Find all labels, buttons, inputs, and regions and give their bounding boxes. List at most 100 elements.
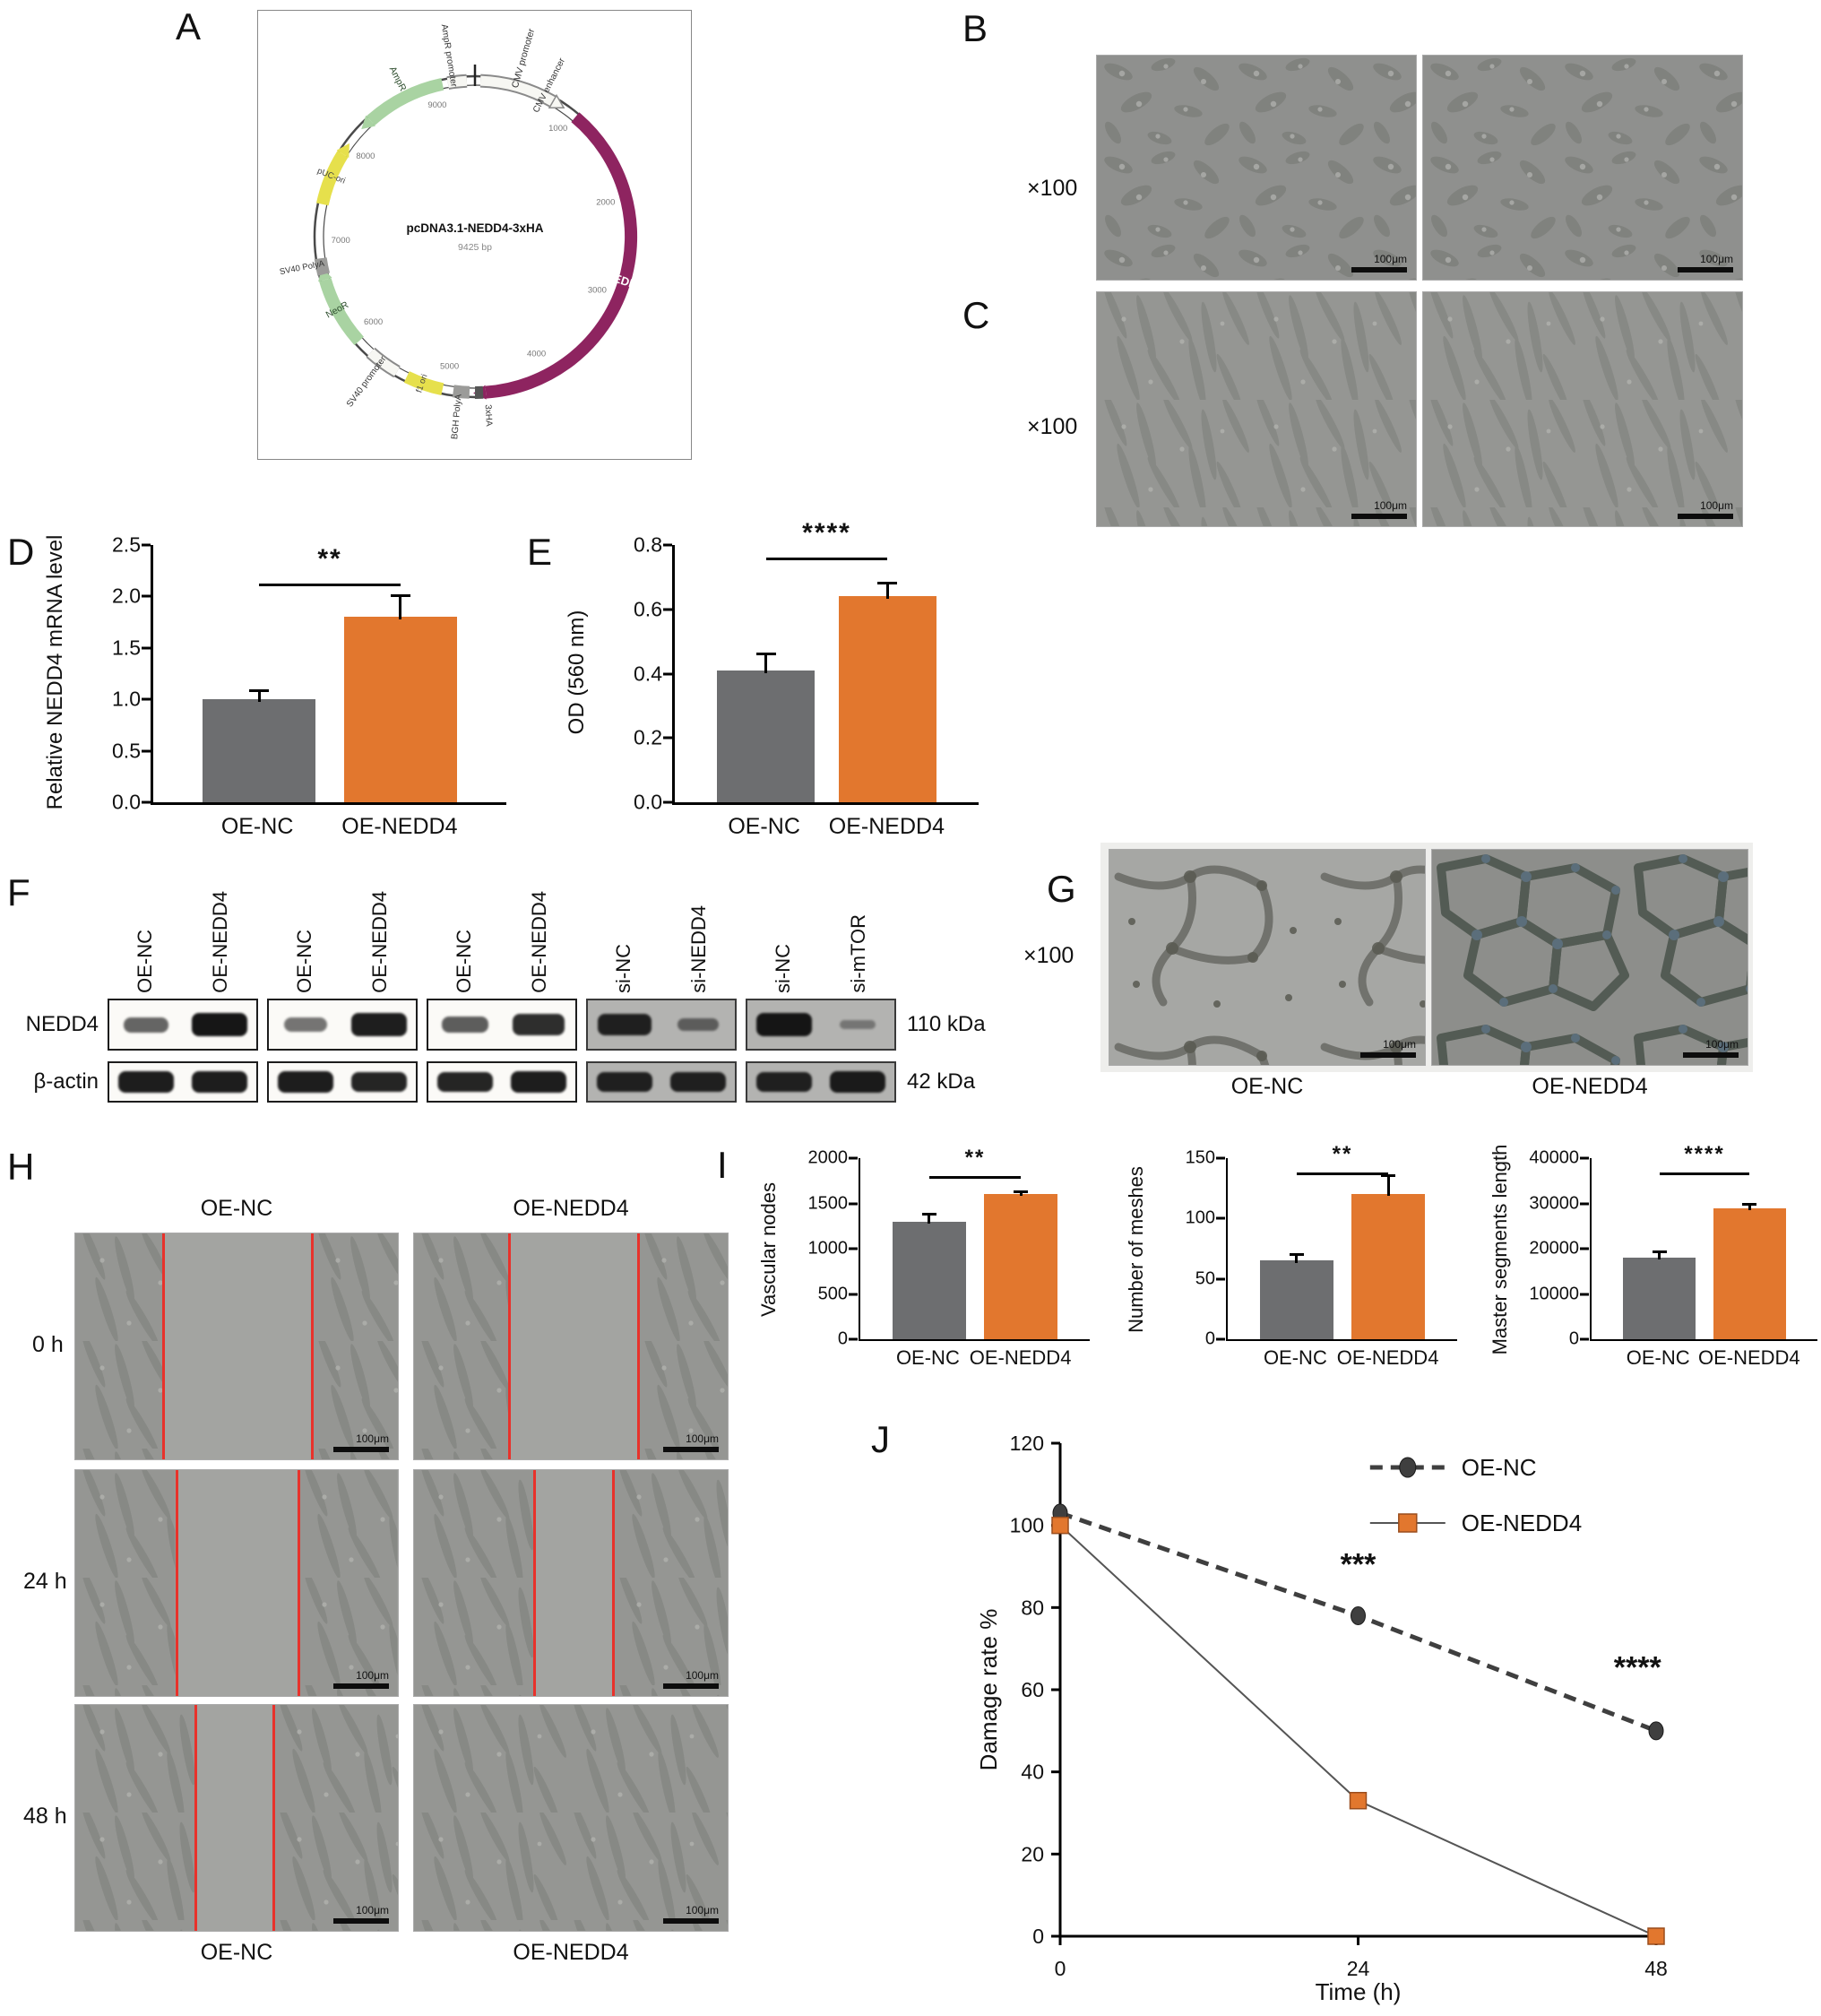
y-tick-label: 1.5	[112, 636, 141, 660]
bar-oe-nc	[1623, 1258, 1696, 1339]
wound-col-header-oenedd4: OE-NEDD4	[513, 1196, 629, 1221]
blot-lane	[183, 1063, 256, 1101]
wound-oenedd4-0h: 100μm	[413, 1233, 729, 1460]
cell-monolayer-left	[414, 1233, 508, 1459]
blot-group: si-NC si-mTOR	[746, 884, 896, 1103]
scale-bar: 100μm	[663, 1432, 719, 1452]
panel-label-j: J	[871, 1418, 890, 1460]
bp-tick-5000: 5000	[440, 361, 459, 371]
cell-texture	[1097, 292, 1416, 526]
y-tick-label: 60	[1021, 1678, 1044, 1701]
cell-texture	[310, 1233, 398, 1459]
y-tick-mark	[142, 594, 151, 598]
wound-bottom-label-oenedd4: OE-NEDD4	[513, 1940, 629, 1965]
micrograph-c-left: 100μm	[1096, 291, 1417, 527]
blot-group: OE-NC OE-NEDD4	[427, 884, 577, 1103]
micro-image	[75, 1233, 163, 1459]
marker-square	[1051, 1516, 1069, 1535]
plasmid-size: 9425 bp	[458, 242, 492, 253]
lane-label-cell: OE-NC	[108, 884, 183, 999]
scale-bar-line	[663, 1683, 719, 1689]
actin-band	[117, 1071, 175, 1093]
lane-label: si-NC	[772, 944, 794, 993]
bp-tick-3000: 3000	[588, 285, 607, 295]
cell-texture	[611, 1470, 728, 1696]
actin-blot	[267, 1061, 418, 1103]
lane-label: OE-NC	[134, 930, 156, 993]
y-tick-label: 0.8	[634, 532, 662, 557]
marker-square	[1349, 1792, 1368, 1810]
significance-line	[1659, 1172, 1750, 1176]
lane-labels: OE-NC OE-NEDD4	[427, 884, 577, 999]
protein-label-actin: β-actin	[33, 1069, 99, 1094]
master-segments-length-bar-chart: Master segments length 0 10000 20000 30000 40…	[1480, 1142, 1817, 1375]
actin-band	[597, 1071, 652, 1093]
y-tick-label: 0	[1568, 1328, 1579, 1349]
x-category-label: OE-NEDD4	[969, 1346, 1072, 1369]
x-category-label: OE-NC	[1626, 1346, 1690, 1369]
x-category-label: OE-NC	[220, 814, 294, 839]
plot-area: 0.0 0.2 0.4 0.6 0.8 ****	[634, 518, 979, 814]
error-bar-cap	[249, 689, 270, 693]
western-blot-grid: NEDD4 β-actin OE-NC OE-NEDD4 OE-NC OE-NEDD4 OE…	[22, 884, 1013, 1103]
spacer	[108, 1051, 258, 1061]
blot-lane	[428, 1000, 502, 1049]
x-axis-title: Time (h)	[1316, 1978, 1402, 2005]
x-category-label: OE-NEDD4	[1336, 1346, 1439, 1369]
scale-bar-line	[663, 1918, 719, 1924]
panel-label-a: A	[176, 5, 202, 48]
x-category-label: OE-NC	[895, 1346, 960, 1369]
scale-bar-line	[663, 1447, 719, 1452]
lane-label-cell: OE-NEDD4	[183, 884, 258, 999]
lane-label: OE-NEDD4	[209, 891, 231, 993]
x-tick-label: 24	[1347, 1957, 1370, 1980]
significance-stars: **	[317, 544, 342, 575]
scale-bar-label: 100μm	[1700, 252, 1733, 265]
y-tick-mark	[663, 672, 672, 675]
lane-label: OE-NC	[293, 930, 315, 993]
significance-stars: ****	[802, 518, 851, 549]
significance-stars: **	[1332, 1142, 1353, 1167]
lane-label: si-NC	[612, 944, 634, 993]
scale-bar-line	[1351, 514, 1407, 519]
x-tick-label: 0	[1055, 1957, 1066, 1980]
y-tick-label: 2.0	[112, 584, 141, 608]
blot-lane	[109, 1000, 183, 1049]
actin-band	[437, 1071, 493, 1093]
scale-bar-label: 100μm	[1374, 498, 1407, 512]
blot-lane	[747, 1063, 821, 1101]
y-axis-label: Master segments length	[1480, 1144, 1520, 1375]
chart-main: 0 10000 20000 30000 40000 **** OE-NC OE-NEDD4	[1520, 1142, 1817, 1375]
y-axis-label: Number of meshes	[1117, 1158, 1156, 1375]
legend-label: OE-NC	[1462, 1454, 1537, 1481]
y-tick-mark	[663, 736, 672, 740]
nedd4-band	[755, 1013, 813, 1036]
cell-monolayer-right	[298, 1470, 398, 1696]
y-tick-label: 100	[1010, 1514, 1044, 1537]
western-blot-panel: NEDD4 β-actin OE-NC OE-NEDD4 OE-NC OE-NEDD4 OE…	[22, 884, 1013, 1103]
error-bar-cap	[390, 594, 410, 598]
wound-edge-line	[162, 1233, 166, 1459]
spacer	[586, 1051, 737, 1061]
y-axis-label-text: Number of meshes	[1125, 1165, 1147, 1333]
cell-texture	[414, 1705, 728, 1931]
y-tick-mark	[1580, 1202, 1589, 1205]
wound-row-label-24h: 24 h	[23, 1569, 67, 1594]
y-tick-mark	[142, 800, 151, 804]
blot-lane	[661, 1000, 735, 1049]
actin-band	[351, 1071, 407, 1093]
scale-bar-line	[1351, 267, 1407, 273]
confluent-cell-monolayer	[414, 1705, 728, 1931]
cell-monolayer-right	[272, 1705, 398, 1931]
micro-image	[75, 1470, 176, 1696]
sv40-promoter-label: SV40 promoter	[345, 354, 389, 409]
magnification-label-c: ×100	[1027, 414, 1078, 439]
wound-oenedd4-48h: 100μm	[413, 1704, 729, 1932]
error-bar-cap	[921, 1212, 936, 1216]
significance-line	[259, 584, 401, 587]
spacer	[896, 1051, 1013, 1061]
y-tick-mark	[849, 1293, 858, 1295]
wound-edge-line	[310, 1233, 314, 1459]
scale-bar-label: 100μm	[1705, 1037, 1739, 1051]
error-bar-cap	[1289, 1252, 1304, 1256]
